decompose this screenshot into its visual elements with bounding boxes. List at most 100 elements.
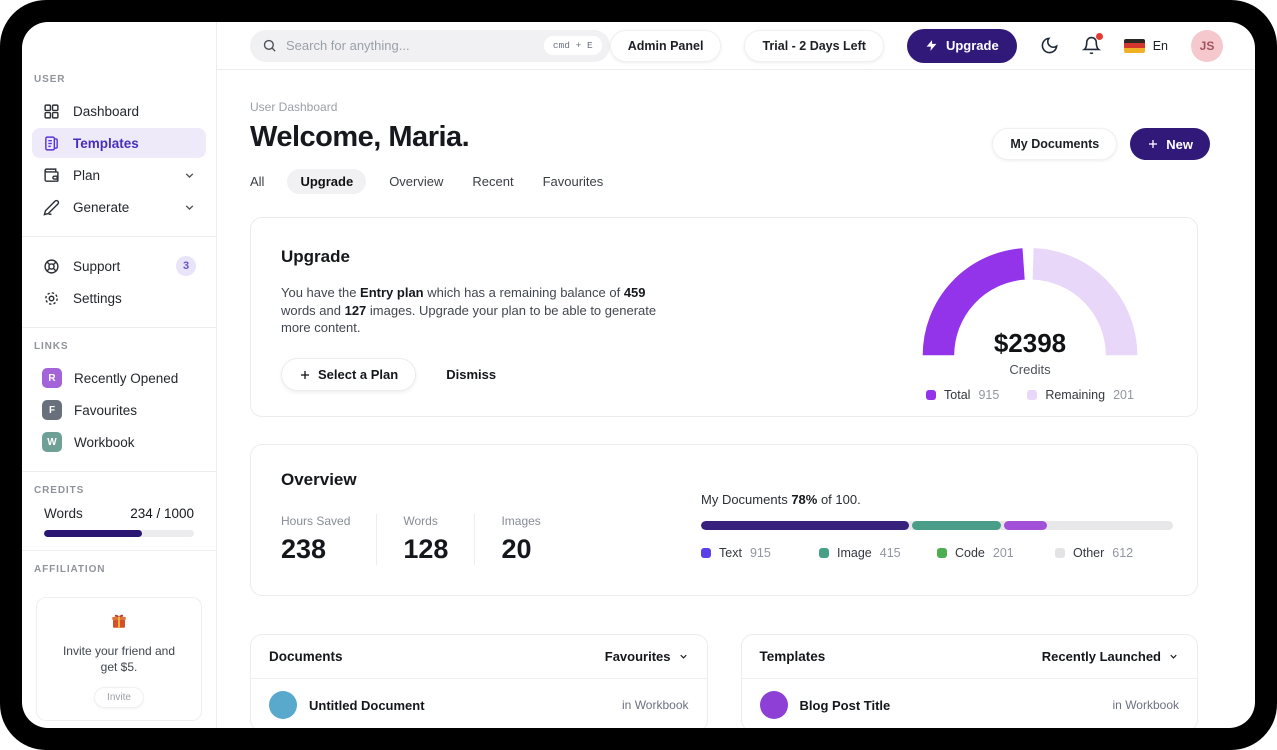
- documents-filter-dropdown[interactable]: Favourites: [605, 649, 689, 664]
- page-title: Welcome, Maria.: [250, 121, 470, 153]
- dismiss-button[interactable]: Dismiss: [446, 367, 497, 383]
- gauge-value: $2398: [993, 328, 1067, 358]
- bar-segment-code: [1004, 521, 1047, 530]
- overview-left: Overview Hours Saved 238 Words 128 Image…: [281, 470, 701, 570]
- tab-overview[interactable]: Overview: [389, 174, 444, 189]
- gauge-segment-total: [922, 248, 1026, 356]
- search-icon: [262, 38, 277, 53]
- tab-all[interactable]: All: [250, 174, 265, 189]
- legend-item-code: Code 201: [937, 546, 1055, 560]
- new-button-label: New: [1166, 136, 1193, 152]
- sidebar-item-recently-opened[interactable]: R Recently Opened: [32, 363, 206, 393]
- tabs: All Upgrade Overview Recent Favourites: [250, 169, 1198, 194]
- sidebar-item-favourites[interactable]: F Favourites: [32, 395, 206, 425]
- legend-item-other: Other 612: [1055, 546, 1173, 560]
- sidebar-item-label: Recently Opened: [74, 370, 179, 386]
- credits-section-label: CREDITS: [34, 485, 85, 496]
- new-button[interactable]: New: [1130, 128, 1210, 160]
- gauge-label: Credits: [1009, 362, 1051, 377]
- notification-dot: [1095, 33, 1103, 40]
- my-documents-button[interactable]: My Documents: [992, 128, 1118, 160]
- sidebar-item-label: Workbook: [74, 434, 135, 450]
- credits-gauge-chart: $2398 Credits Total 915 Remaining: [905, 247, 1155, 402]
- chevron-down-icon: [678, 651, 689, 662]
- invite-button[interactable]: Invite: [94, 687, 144, 709]
- upgrade-button[interactable]: Upgrade: [906, 28, 1017, 63]
- documents-filter-label: Favourites: [604, 649, 671, 664]
- lightning-icon: [925, 39, 938, 52]
- gift-icon: [110, 614, 128, 634]
- dark-mode-toggle[interactable]: [1040, 36, 1059, 55]
- document-title: Untitled Document: [309, 697, 425, 713]
- search-input[interactable]: [286, 38, 535, 53]
- upgrade-card-left: Upgrade You have the Entry plan which ha…: [281, 247, 905, 392]
- admin-panel-button[interactable]: Admin Panel: [609, 29, 722, 62]
- sidebar-item-label: Templates: [73, 135, 139, 151]
- trial-badge[interactable]: Trial - 2 Days Left: [744, 29, 884, 62]
- main-column: cmd + E Admin Panel Trial - 2 Days Left …: [217, 22, 1255, 728]
- sidebar-item-dashboard[interactable]: Dashboard: [32, 96, 206, 126]
- upgrade-card-actions: Select a Plan Dismiss: [281, 358, 905, 392]
- template-avatar: [759, 691, 788, 719]
- upgrade-card: Upgrade You have the Entry plan which ha…: [250, 217, 1198, 417]
- sidebar-divider: [22, 471, 216, 472]
- template-title: Blog Post Title: [799, 697, 891, 713]
- sidebar: USER Dashboard Templates Plan: [22, 22, 217, 728]
- legend-item-text: Text 915: [701, 546, 819, 560]
- sidebar-item-workbook[interactable]: W Workbook: [32, 427, 206, 457]
- document-avatar: [269, 691, 297, 719]
- support-icon: [42, 257, 61, 276]
- sidebar-item-label: Dashboard: [73, 103, 140, 119]
- stat-words: Words 128: [376, 514, 474, 565]
- select-plan-button[interactable]: Select a Plan: [281, 358, 417, 392]
- workbook-badge: W: [42, 432, 62, 452]
- bar-segment-text: [701, 521, 909, 530]
- templates-filter-dropdown[interactable]: Recently Launched: [1042, 649, 1179, 664]
- chevron-down-icon: [1168, 651, 1179, 662]
- favourites-badge: F: [42, 400, 62, 420]
- templates-card-header: Templates Recently Launched: [741, 635, 1197, 679]
- stacked-progress-bar: [701, 521, 1173, 530]
- overview-card-title: Overview: [281, 470, 357, 489]
- sidebar-item-support[interactable]: Support 3: [32, 251, 206, 281]
- legend-swatch: [701, 548, 711, 558]
- documents-card: Documents Favourites Untitled Document i…: [250, 634, 708, 728]
- sidebar-item-generate[interactable]: Generate: [32, 192, 206, 222]
- plus-icon: [299, 369, 311, 381]
- stat-hours-saved: Hours Saved 238: [281, 514, 351, 564]
- bar-segment-image: [911, 521, 1002, 530]
- template-row[interactable]: Blog Post Title in Workbook: [742, 679, 1198, 728]
- overview-stats: Hours Saved 238 Words 128 Images 20: [281, 514, 701, 565]
- header-actions: My Documents New: [992, 128, 1210, 160]
- sidebar-item-plan[interactable]: Plan: [32, 160, 206, 190]
- tab-favourites[interactable]: Favourites: [542, 174, 604, 189]
- legend-swatch: [1055, 548, 1065, 558]
- stat-images: Images 20: [474, 514, 566, 565]
- bottom-cards: Documents Favourites Untitled Document i…: [250, 634, 1198, 728]
- upgrade-card-title: Upgrade: [281, 247, 350, 266]
- tab-upgrade[interactable]: Upgrade: [287, 169, 367, 194]
- credits-label: Words: [44, 506, 83, 521]
- topbar-right: Admin Panel Trial - 2 Days Left Upgrade: [609, 28, 1223, 63]
- upgrade-card-body: You have the Entry plan which has a rema…: [281, 285, 657, 336]
- templates-card-title: Templates: [759, 649, 826, 664]
- tab-recent[interactable]: Recent: [472, 174, 514, 189]
- sidebar-item-settings[interactable]: Settings: [32, 283, 206, 313]
- gear-icon: [42, 289, 61, 308]
- sidebar-item-label: Settings: [73, 290, 122, 306]
- credits-value: 234 / 1000: [130, 506, 194, 521]
- notifications-button[interactable]: [1081, 33, 1103, 55]
- language-selector[interactable]: En: [1123, 38, 1168, 53]
- document-row[interactable]: Untitled Document in Workbook: [251, 679, 707, 728]
- topbar: cmd + E Admin Panel Trial - 2 Days Left …: [217, 22, 1255, 70]
- user-avatar[interactable]: JS: [1191, 29, 1223, 62]
- sidebar-item-templates[interactable]: Templates: [32, 128, 206, 158]
- gauge-segment-remaining: [1032, 248, 1138, 356]
- main-content: User Dashboard Welcome, Maria. My Docume…: [217, 70, 1255, 728]
- user-section-label: USER: [34, 74, 66, 85]
- sidebar-divider: [22, 327, 216, 328]
- gauge-center: $2398 Credits: [920, 328, 1140, 377]
- document-location: in Workbook: [622, 698, 689, 712]
- app-window: USER Dashboard Templates Plan: [22, 22, 1255, 728]
- search-bar[interactable]: cmd + E: [250, 29, 610, 62]
